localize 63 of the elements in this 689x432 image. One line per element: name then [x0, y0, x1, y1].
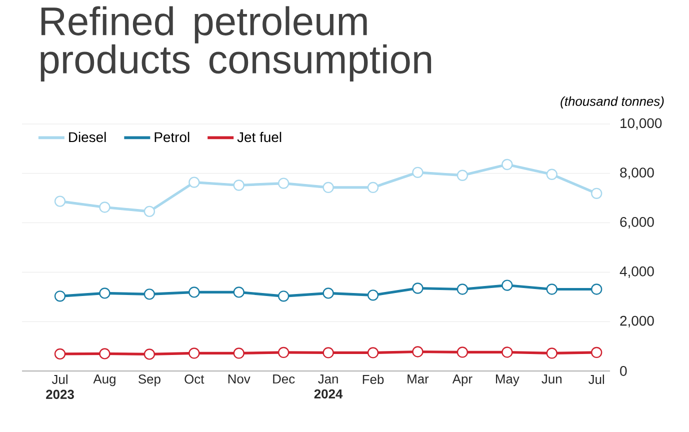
point: [233, 180, 244, 191]
point: [322, 288, 334, 299]
point: [546, 284, 558, 295]
point: [591, 346, 602, 358]
y-tick-label: 4,000: [620, 266, 654, 278]
chart-title: Refined petroleum products consumption: [40, 6, 432, 82]
y-axis-title: (thousand tonnes): [560, 96, 664, 108]
point: [412, 282, 424, 294]
point: [54, 196, 66, 207]
x-tick-label: Aug: [93, 374, 116, 386]
x-tick-label: Apr: [452, 374, 472, 386]
point: [456, 346, 468, 358]
point: [99, 288, 110, 299]
point: [367, 347, 379, 358]
point: [456, 170, 468, 181]
point: [591, 284, 602, 295]
point: [502, 346, 513, 358]
point: [99, 348, 110, 360]
point: [54, 290, 66, 302]
point: [456, 284, 468, 295]
point: [546, 348, 558, 359]
point: [412, 166, 424, 178]
point: [278, 178, 290, 189]
point: [367, 290, 379, 301]
x-tick-label: Oct: [184, 374, 204, 384]
x-tick-label: Mar: [408, 374, 429, 384]
point: [322, 182, 334, 194]
legend-label: Petrol: [154, 132, 190, 142]
x-tick-label: Sep: [138, 374, 160, 386]
x-tick-label: May: [496, 374, 520, 386]
point: [546, 168, 558, 180]
point: [144, 206, 156, 218]
point: [233, 286, 244, 298]
point: [591, 188, 602, 199]
x-tick-label: Jun: [542, 374, 562, 384]
y-tick-label: 8,000: [620, 168, 654, 180]
legend-label: Diesel: [69, 132, 106, 142]
y-tick-label: 6,000: [620, 217, 654, 229]
point: [412, 346, 424, 358]
y-tick-label: 2,000: [620, 316, 654, 328]
point: [278, 346, 290, 358]
point: [144, 348, 156, 360]
point: [233, 348, 244, 359]
y-tick-label: 10,000: [620, 118, 662, 130]
y-tick-label: 0: [620, 366, 627, 376]
point: [188, 286, 200, 298]
point: [188, 176, 200, 188]
x-tick-label: Jul 2023: [46, 374, 74, 399]
legend-label: Jet fuel: [237, 132, 282, 142]
point: [278, 290, 290, 302]
point: [367, 182, 379, 194]
point: [144, 288, 156, 300]
point: [502, 158, 513, 170]
x-tick-label: Jan 2024: [314, 374, 343, 398]
x-tick-label: Nov: [228, 374, 250, 384]
point: [322, 347, 334, 358]
x-tick-label: Jul: [588, 374, 604, 384]
x-tick-label: Dec: [273, 374, 295, 384]
point: [54, 348, 66, 360]
point: [99, 202, 110, 213]
point: [188, 348, 200, 359]
point: [502, 280, 513, 291]
x-tick-label: Feb: [362, 374, 384, 384]
